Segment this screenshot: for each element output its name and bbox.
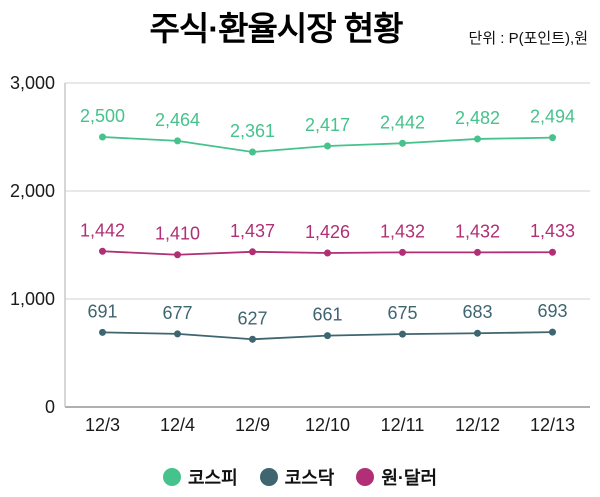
data-point-label: 683: [462, 302, 492, 322]
legend-item: 코스피: [162, 464, 238, 490]
data-point: [324, 142, 331, 150]
data-point: [174, 137, 181, 145]
x-tick-label: 12/12: [455, 415, 500, 435]
data-point: [474, 135, 481, 143]
data-point: [399, 248, 406, 256]
data-point-label: 2,494: [530, 107, 575, 127]
legend-label: 원·달러: [381, 468, 438, 488]
data-point-label: 661: [312, 305, 342, 325]
data-point-label: 1,437: [230, 221, 275, 241]
data-point-label: 2,482: [455, 108, 500, 128]
data-point: [399, 330, 406, 338]
legend-dot-icon: [356, 468, 375, 486]
data-point-label: 677: [162, 303, 192, 323]
data-point-label: 2,500: [80, 106, 125, 126]
x-tick-label: 12/11: [381, 415, 425, 435]
data-point-label: 1,426: [305, 222, 350, 242]
data-point-label: 2,442: [380, 112, 425, 132]
data-point-label: 1,433: [530, 221, 575, 241]
x-tick-label: 12/4: [160, 415, 195, 435]
unit-label: 단위 : P(포인트),원: [468, 30, 588, 47]
legend-item: 코스닥: [259, 464, 335, 490]
data-point: [249, 248, 256, 256]
data-point-label: 1,442: [80, 220, 125, 240]
legend: 코스피 코스닥 원·달러: [0, 464, 600, 490]
data-point-label: 2,417: [305, 115, 350, 135]
data-point-label: 1,410: [155, 224, 200, 244]
data-point: [99, 247, 106, 255]
x-tick-label: 12/13: [530, 415, 575, 435]
data-point-label: 675: [387, 303, 417, 323]
y-tick-label: 0: [45, 397, 55, 417]
y-tick-label: 3,000: [10, 73, 55, 93]
data-point: [399, 139, 406, 147]
data-point: [474, 329, 481, 337]
data-point: [324, 249, 331, 257]
data-point: [249, 148, 256, 156]
data-point: [324, 332, 331, 340]
data-point: [99, 328, 106, 336]
x-tick-label: 12/10: [305, 415, 350, 435]
y-tick-label: 2,000: [10, 181, 55, 201]
data-point-label: 1,432: [380, 221, 425, 241]
x-tick-label: 12/3: [85, 415, 120, 435]
data-point: [174, 251, 181, 259]
legend-dot-icon: [259, 468, 278, 486]
data-point-label: 627: [237, 308, 267, 328]
chart-canvas: 0 1,000 2,000 3,000 12/3 12/4 12/9 12/10 12/11 12…: [10, 73, 590, 435]
data-point-label: 2,361: [230, 121, 275, 141]
legend-item: 원·달러: [356, 464, 437, 490]
data-point: [549, 134, 556, 142]
data-point-label: 2,464: [155, 110, 200, 130]
data-point: [174, 330, 181, 338]
data-point: [249, 335, 256, 343]
x-tick-label: 12/9: [235, 415, 270, 435]
data-point: [474, 248, 481, 256]
legend-label: 코스피: [187, 468, 238, 488]
data-point: [549, 328, 556, 336]
legend-dot-icon: [162, 468, 181, 486]
data-point-label: 693: [537, 301, 567, 321]
data-point-label: 1,432: [455, 221, 500, 241]
data-point: [99, 133, 106, 141]
data-point-label: 691: [87, 301, 117, 321]
y-tick-label: 1,000: [10, 289, 55, 309]
page-title: 주식·환율시장 현황: [149, 10, 403, 47]
legend-label: 코스닥: [284, 468, 335, 488]
data-point: [549, 248, 556, 256]
